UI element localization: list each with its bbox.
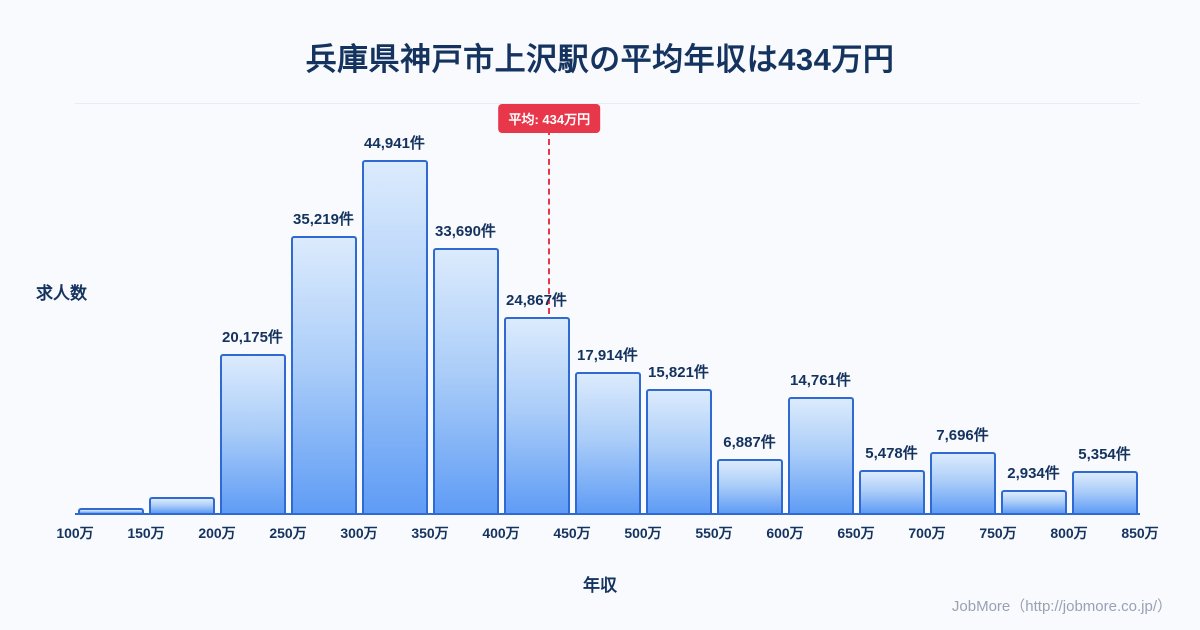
x-tick-label: 350万	[411, 525, 449, 541]
bar-value-label: 35,219件	[293, 211, 354, 228]
bar	[1000, 490, 1067, 513]
bar-value-label: 6,887件	[723, 434, 776, 451]
bar	[503, 317, 570, 513]
x-tick-label: 450万	[553, 525, 591, 541]
bar	[432, 248, 499, 513]
page-title: 兵庫県神戸市上沢駅の平均年収は434万円	[305, 42, 895, 77]
bar	[929, 452, 996, 513]
bar	[645, 389, 712, 513]
bar	[1071, 471, 1138, 513]
bar-value-label: 44,941件	[364, 135, 425, 152]
x-tick-label: 650万	[837, 525, 875, 541]
bar-value-label: 15,821件	[648, 364, 709, 381]
x-tick-label: 200万	[198, 525, 236, 541]
bar-value-label: 17,914件	[577, 347, 638, 364]
average-badge: 平均: 434万円	[498, 104, 601, 133]
x-axis-label: 年収	[583, 576, 617, 595]
x-tick-label: 600万	[766, 525, 804, 541]
bar	[77, 508, 144, 513]
bar-value-label: 7,696件	[936, 427, 989, 444]
bar	[787, 397, 854, 513]
bar	[858, 470, 925, 513]
x-tick-label: 750万	[979, 525, 1017, 541]
bar	[574, 372, 641, 513]
x-tick-label: 700万	[908, 525, 946, 541]
bar-value-label: 24,867件	[506, 292, 567, 309]
bar-value-label: 5,478件	[865, 445, 918, 462]
x-tick-label: 800万	[1050, 525, 1088, 541]
bar-value-label: 14,761件	[790, 372, 851, 389]
x-tick-label: 550万	[695, 525, 733, 541]
bar-value-label: 5,354件	[1078, 446, 1131, 463]
bar	[290, 236, 357, 513]
x-tick-label: 400万	[482, 525, 520, 541]
bar	[148, 497, 215, 513]
x-tick-label: 500万	[624, 525, 662, 541]
plot-area: 平均: 434万円 20,175件 35,219件 44,941件 33,690件 24…	[56, 103, 1159, 541]
bar-value-label: 20,175件	[222, 329, 283, 346]
bar-value-label: 2,934件	[1007, 465, 1060, 482]
x-tick-label: 300万	[340, 525, 378, 541]
y-axis-label: 求人数	[36, 284, 87, 303]
bar	[716, 459, 783, 513]
bar	[361, 160, 428, 513]
x-tick-label: 150万	[127, 525, 165, 541]
x-tick-label: 100万	[56, 525, 94, 541]
bar	[219, 354, 286, 513]
bar-value-label: 33,690件	[435, 223, 496, 240]
footer-credit: JobMore（http://jobmore.co.jp/）	[951, 598, 1172, 615]
x-tick-label: 250万	[269, 525, 307, 541]
x-tick-label: 850万	[1121, 525, 1159, 541]
